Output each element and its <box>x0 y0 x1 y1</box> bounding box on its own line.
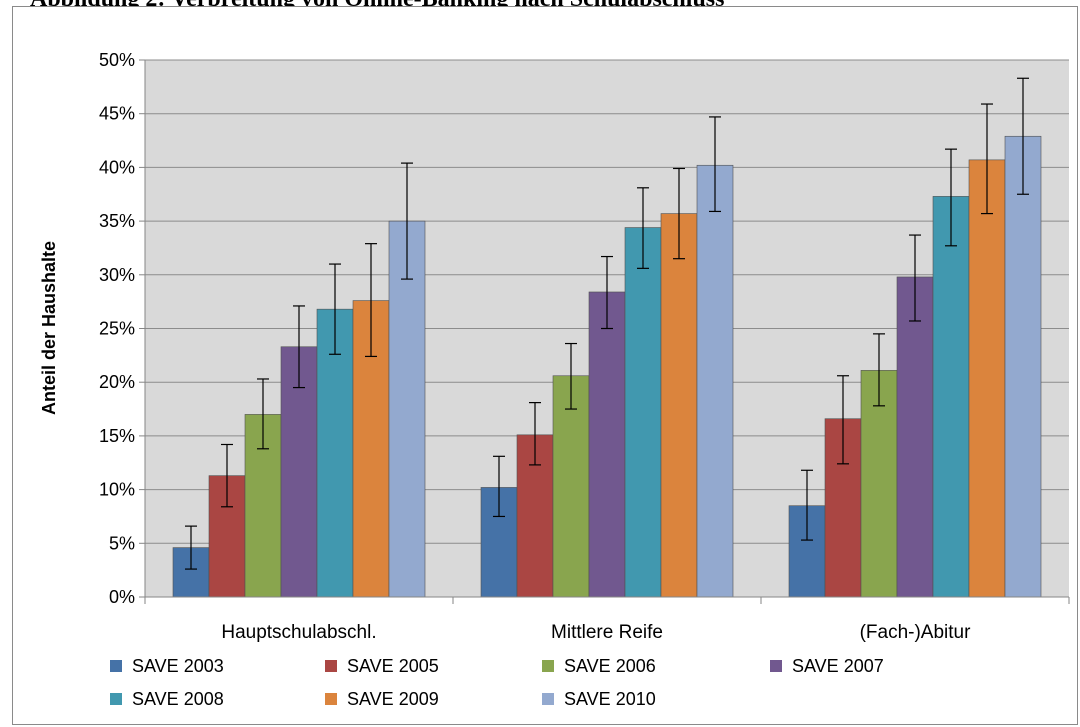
bar <box>316 308 354 598</box>
legend-label: SAVE 2010 <box>564 689 656 709</box>
legend-item: SAVE 2007 <box>770 656 884 676</box>
y-tick-label: 25% <box>99 319 135 339</box>
x-tick-label: (Fach-)Abitur <box>860 622 972 643</box>
bar <box>932 196 970 598</box>
y-tick-label: 5% <box>109 533 135 553</box>
bar <box>660 213 698 598</box>
legend-label: SAVE 2009 <box>347 689 439 709</box>
y-tick-label: 15% <box>99 426 135 446</box>
y-tick-label: 35% <box>99 211 135 231</box>
legend-label: SAVE 2006 <box>564 656 656 676</box>
y-axis-tick-labels: 0% 5% 10% 15% 20% 25% 30% 35% 40% 45% 50% <box>99 50 135 607</box>
legend-swatch <box>542 693 554 705</box>
bar <box>388 220 426 598</box>
legend-item: SAVE 2006 <box>542 656 656 676</box>
legend-swatch <box>770 660 782 672</box>
bar <box>1004 135 1042 598</box>
y-tick-label: 0% <box>109 587 135 607</box>
axes <box>144 60 1070 604</box>
bar <box>588 291 626 598</box>
legend-item: SAVE 2009 <box>325 689 439 709</box>
legend-swatch <box>110 660 122 672</box>
legend-label: SAVE 2003 <box>132 656 224 676</box>
legend-item: SAVE 2008 <box>110 689 224 709</box>
bar <box>280 346 318 598</box>
legend-item: SAVE 2010 <box>542 689 656 709</box>
x-tick-label: Mittlere Reife <box>551 622 663 643</box>
bars <box>172 135 1042 598</box>
y-tick-label: 45% <box>99 104 135 124</box>
y-axis-label: Anteil der Haushalte <box>39 241 59 415</box>
y-tick-label: 30% <box>99 265 135 285</box>
legend-swatch <box>325 693 337 705</box>
legend-swatch <box>542 660 554 672</box>
legend: SAVE 2003 SAVE 2005 SAVE 2006 SAVE 2007 SAVE… <box>110 656 884 709</box>
bar <box>552 375 590 598</box>
legend-item: SAVE 2003 <box>110 656 224 676</box>
legend-label: SAVE 2008 <box>132 689 224 709</box>
y-tick-label: 20% <box>99 372 135 392</box>
legend-label: SAVE 2005 <box>347 656 439 676</box>
bar <box>896 276 934 598</box>
legend-item: SAVE 2005 <box>325 656 439 676</box>
y-tick-label: 40% <box>99 157 135 177</box>
y-tick-label: 50% <box>99 50 135 70</box>
bar <box>624 227 662 598</box>
x-tick-label: Hauptschulabschl. <box>221 622 376 643</box>
y-tick-label: 10% <box>99 480 135 500</box>
x-axis-tick-labels: Hauptschulabschl. Mittlere Reife (Fach-)Ab… <box>221 622 971 643</box>
legend-swatch <box>110 693 122 705</box>
bar <box>696 164 734 598</box>
legend-swatch <box>325 660 337 672</box>
legend-label: SAVE 2007 <box>792 656 884 676</box>
bar <box>968 159 1006 598</box>
error-bars <box>185 77 1029 570</box>
